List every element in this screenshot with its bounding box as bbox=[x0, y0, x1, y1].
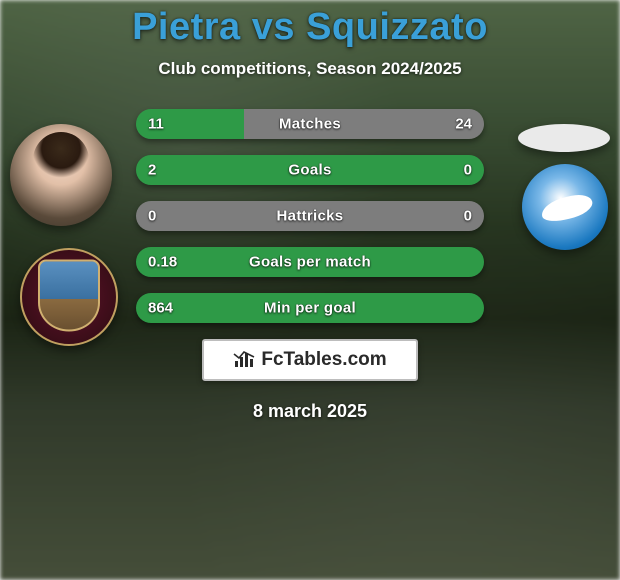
stat-bar: 11 24 Matches bbox=[136, 109, 484, 139]
stat-value-right: 0 bbox=[464, 208, 472, 225]
stat-label: Hattricks bbox=[277, 208, 344, 225]
page-title: Pietra vs Squizzato bbox=[0, 6, 620, 49]
club-badge-right bbox=[522, 164, 608, 250]
stat-bar: 2 0 Goals bbox=[136, 155, 484, 185]
stat-bar: 0.18 Goals per match bbox=[136, 247, 484, 277]
page-subtitle: Club competitions, Season 2024/2025 bbox=[0, 59, 620, 79]
date-text: 8 march 2025 bbox=[0, 401, 620, 422]
barchart-icon bbox=[233, 351, 255, 369]
stat-value-right: 0 bbox=[464, 162, 472, 179]
stat-value-left: 0.18 bbox=[148, 254, 177, 271]
stat-value-left: 11 bbox=[148, 116, 164, 133]
comparison-bars: 11 24 Matches 2 0 Goals 0 0 Hattricks 0.18 Goals p… bbox=[136, 109, 484, 323]
player-photo-right bbox=[518, 124, 610, 152]
stat-value-right: 24 bbox=[455, 116, 472, 133]
stat-label: Goals per match bbox=[249, 254, 371, 271]
left-player-column bbox=[10, 124, 118, 346]
stat-bar: 864 Min per goal bbox=[136, 293, 484, 323]
infographic: Pietra vs Squizzato Club competitions, S… bbox=[0, 0, 620, 422]
brand-text: FcTables.com bbox=[261, 349, 386, 371]
brand-box: FcTables.com bbox=[202, 339, 418, 381]
stat-bar: 0 0 Hattricks bbox=[136, 201, 484, 231]
stat-value-left: 0 bbox=[148, 208, 156, 225]
stat-value-left: 864 bbox=[148, 300, 173, 317]
club-badge-left bbox=[20, 248, 118, 346]
stat-label: Min per goal bbox=[264, 300, 356, 317]
stat-label: Matches bbox=[279, 116, 341, 133]
stat-label: Goals bbox=[288, 162, 331, 179]
stat-value-left: 2 bbox=[148, 162, 156, 179]
right-player-column bbox=[518, 124, 610, 250]
player-photo-left bbox=[10, 124, 112, 226]
